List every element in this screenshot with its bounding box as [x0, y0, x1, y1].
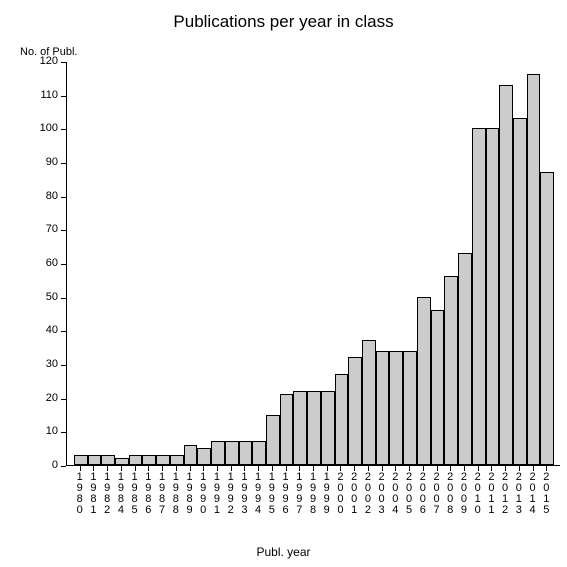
bar — [184, 445, 198, 465]
y-tick-label: 10 — [46, 425, 58, 437]
x-tick-label: 1 9 9 1 — [214, 472, 220, 516]
y-tick-label: 60 — [46, 257, 58, 269]
x-tick-label: 1 9 8 1 — [90, 472, 96, 516]
x-tick-label: 2 0 0 3 — [379, 472, 385, 516]
bars-group — [67, 62, 560, 465]
bar — [225, 441, 239, 465]
x-tick-label: 2 0 0 1 — [351, 472, 357, 516]
bar — [486, 128, 500, 465]
y-tick-label: 100 — [40, 122, 58, 134]
bar — [458, 253, 472, 465]
y-tick-label: 0 — [52, 459, 58, 471]
bar — [101, 455, 115, 465]
bar — [74, 455, 88, 465]
bar — [417, 297, 431, 465]
bar — [293, 391, 307, 465]
x-axis-title: Publ. year — [0, 545, 567, 559]
x-tick-label: 1 9 9 7 — [296, 472, 302, 516]
x-tick-label: 1 9 9 9 — [324, 472, 330, 516]
x-tick-label: 1 9 8 0 — [77, 472, 83, 516]
bar — [321, 391, 335, 465]
bar — [252, 441, 266, 465]
y-tick-label: 30 — [46, 358, 58, 370]
x-tick-label: 1 9 9 2 — [228, 472, 234, 516]
x-tick-label: 1 9 8 6 — [145, 472, 151, 516]
x-tick-label: 1 9 8 5 — [132, 472, 138, 516]
bar — [115, 458, 129, 465]
x-tick-label: 1 9 8 9 — [186, 472, 192, 516]
bar — [348, 357, 362, 465]
x-tick-label: 2 0 1 4 — [529, 472, 535, 516]
bar — [239, 441, 253, 465]
bar — [280, 394, 294, 465]
x-tick-label: 2 0 0 6 — [420, 472, 426, 516]
plot-area — [66, 62, 560, 466]
bar — [389, 351, 403, 465]
x-tick-label: 1 9 8 8 — [173, 472, 179, 516]
x-tick-label: 1 9 9 8 — [310, 472, 316, 516]
x-tick-label: 2 0 0 5 — [406, 472, 412, 516]
bar — [88, 455, 102, 465]
bar — [266, 415, 280, 466]
bar — [307, 391, 321, 465]
bar — [129, 455, 143, 465]
x-tick-label: 2 0 1 0 — [475, 472, 481, 516]
bar — [362, 340, 376, 465]
y-tick-label: 70 — [46, 223, 58, 235]
bar — [403, 351, 417, 465]
bar — [513, 118, 527, 465]
chart-container: Publications per year in class No. of Pu… — [0, 0, 567, 567]
x-tick-label: 2 0 0 2 — [365, 472, 371, 516]
y-tick-label: 20 — [46, 392, 58, 404]
x-tick-label: 1 9 8 7 — [159, 472, 165, 516]
bar — [540, 172, 554, 465]
y-tick-label: 80 — [46, 190, 58, 202]
x-tick-label: 2 0 1 3 — [516, 472, 522, 516]
x-tick-label: 1 9 9 4 — [255, 472, 261, 516]
x-tick-label: 2 0 0 9 — [461, 472, 467, 516]
x-tick-label: 1 9 9 3 — [241, 472, 247, 516]
x-tick-label: 1 9 9 6 — [282, 472, 288, 516]
bar — [170, 455, 184, 465]
bar — [444, 276, 458, 465]
y-tick-label: 40 — [46, 324, 58, 336]
x-ticks: 1 9 8 0 1 9 8 1 1 9 8 2 1 9 8 4 1 9 8 5 1 9 8… — [66, 466, 560, 536]
x-tick-label: 1 9 9 5 — [269, 472, 275, 516]
chart-title: Publications per year in class — [0, 12, 567, 32]
x-tick-label: 2 0 1 2 — [502, 472, 508, 516]
x-tick-label: 1 9 8 2 — [104, 472, 110, 516]
x-tick-label: 1 9 8 4 — [118, 472, 124, 516]
x-tick-label: 2 0 0 0 — [337, 472, 343, 516]
bar — [376, 351, 390, 465]
x-tick-label: 1 9 9 0 — [200, 472, 206, 516]
y-tick-label: 120 — [40, 55, 58, 67]
y-tick-label: 110 — [40, 89, 58, 101]
bar — [335, 374, 349, 465]
x-tick-label: 2 0 0 7 — [433, 472, 439, 516]
y-tick-label: 90 — [46, 156, 58, 168]
bar — [431, 310, 445, 465]
bar — [156, 455, 170, 465]
bar — [472, 128, 486, 465]
x-tick-label: 2 0 0 8 — [447, 472, 453, 516]
x-tick-label: 2 0 0 4 — [392, 472, 398, 516]
bar — [197, 448, 211, 465]
x-tick-label: 2 0 1 5 — [543, 472, 549, 516]
bar — [142, 455, 156, 465]
y-tick-label: 50 — [46, 291, 58, 303]
bar — [499, 85, 513, 465]
bar — [527, 74, 541, 465]
bar — [211, 441, 225, 465]
x-tick-label: 2 0 1 1 — [488, 472, 494, 516]
y-ticks: 0102030405060708090100110120 — [0, 62, 66, 466]
